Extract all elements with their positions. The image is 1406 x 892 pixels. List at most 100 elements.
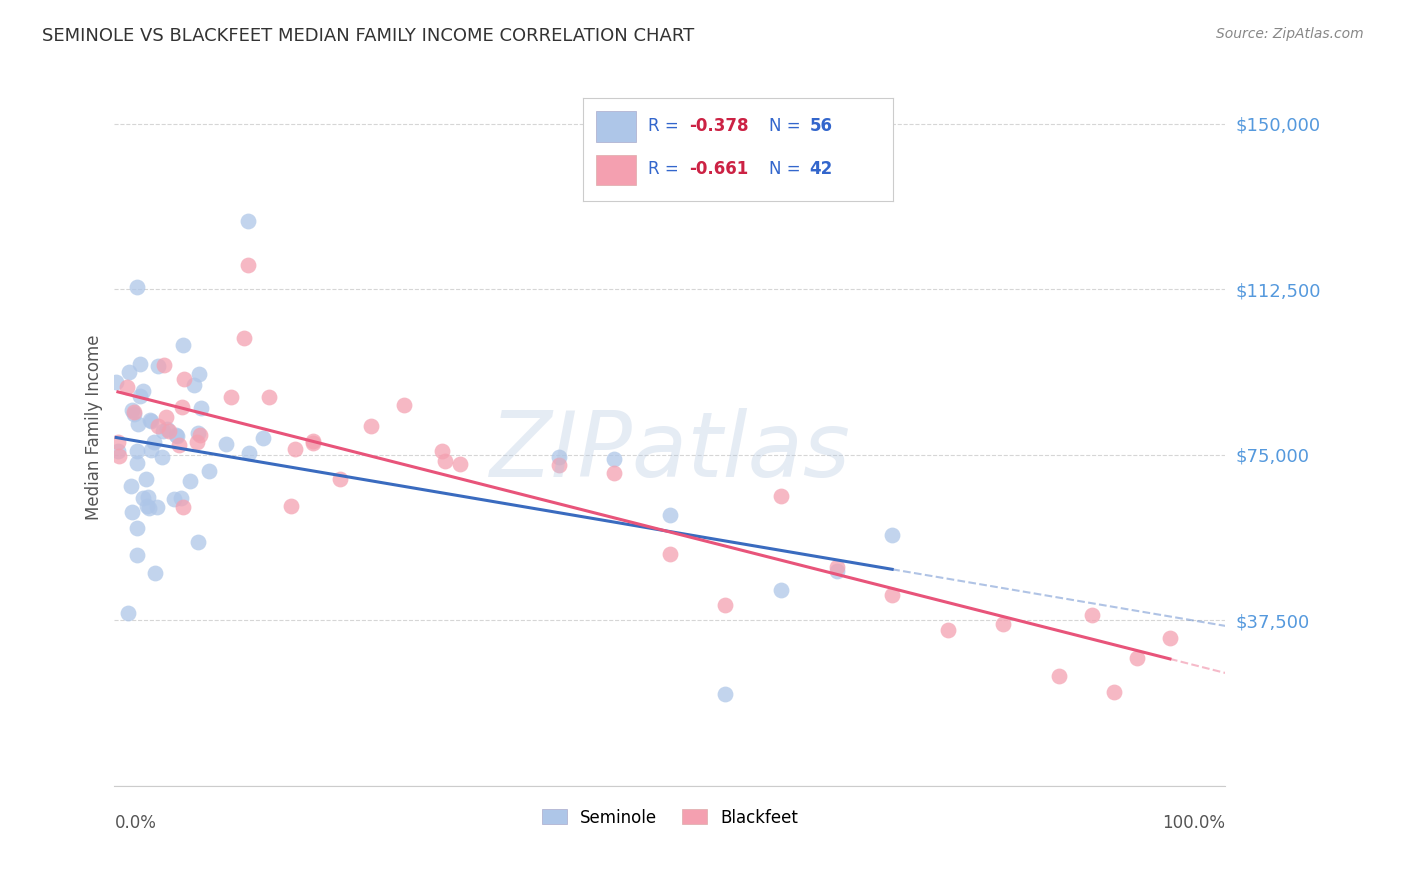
Point bbox=[107, 434, 129, 449]
Point bbox=[121, 403, 143, 417]
Point bbox=[236, 258, 259, 272]
Point bbox=[1159, 631, 1181, 645]
Point bbox=[658, 508, 681, 522]
Text: N =: N = bbox=[769, 161, 806, 178]
Point bbox=[449, 457, 471, 471]
Point bbox=[302, 434, 325, 449]
Point bbox=[131, 384, 153, 398]
Point bbox=[163, 492, 186, 507]
Point bbox=[187, 426, 209, 441]
Point bbox=[172, 500, 194, 514]
Point bbox=[232, 331, 254, 345]
Point bbox=[882, 528, 904, 542]
Point bbox=[430, 443, 453, 458]
Point bbox=[146, 500, 169, 514]
Point bbox=[219, 390, 242, 404]
Point bbox=[179, 474, 201, 488]
Point bbox=[146, 419, 169, 434]
Text: R =: R = bbox=[648, 161, 685, 178]
Point bbox=[107, 444, 129, 458]
Point bbox=[135, 499, 157, 513]
Point bbox=[155, 409, 177, 424]
Point bbox=[215, 437, 238, 451]
Point bbox=[153, 359, 176, 373]
Point bbox=[107, 450, 129, 464]
Point bbox=[547, 450, 569, 464]
Point bbox=[135, 472, 157, 486]
Point bbox=[138, 500, 160, 515]
Y-axis label: Median Family Income: Median Family Income bbox=[86, 334, 103, 520]
Point bbox=[236, 214, 259, 228]
Point bbox=[198, 464, 221, 478]
Point bbox=[170, 491, 193, 505]
Point bbox=[825, 564, 848, 578]
Text: 42: 42 bbox=[810, 161, 832, 178]
Text: Source: ZipAtlas.com: Source: ZipAtlas.com bbox=[1216, 27, 1364, 41]
Point bbox=[165, 428, 187, 442]
Text: N =: N = bbox=[769, 118, 806, 136]
Point bbox=[143, 566, 166, 580]
Point bbox=[1047, 669, 1070, 683]
Text: -0.661: -0.661 bbox=[689, 161, 748, 178]
Point bbox=[238, 445, 260, 459]
Point bbox=[139, 414, 162, 428]
Point bbox=[125, 456, 148, 470]
Point bbox=[122, 407, 145, 421]
Point bbox=[186, 435, 208, 450]
Point bbox=[658, 547, 681, 561]
Point bbox=[882, 588, 904, 602]
Point bbox=[302, 435, 325, 450]
Point bbox=[714, 598, 737, 612]
Point bbox=[392, 399, 415, 413]
Point bbox=[121, 505, 143, 519]
Point bbox=[166, 428, 188, 442]
Point bbox=[146, 359, 169, 374]
Point bbox=[770, 583, 793, 598]
Point bbox=[115, 380, 138, 394]
Point bbox=[173, 372, 195, 386]
Point bbox=[770, 489, 793, 503]
Point bbox=[825, 560, 848, 574]
Point bbox=[360, 418, 382, 433]
Point bbox=[188, 427, 211, 442]
Point bbox=[603, 452, 626, 467]
Point bbox=[190, 401, 212, 415]
Point bbox=[188, 368, 211, 382]
Text: 100.0%: 100.0% bbox=[1163, 814, 1226, 832]
Text: 56: 56 bbox=[810, 118, 832, 136]
Point bbox=[125, 521, 148, 535]
Point bbox=[142, 434, 165, 449]
Text: R =: R = bbox=[648, 118, 685, 136]
Point bbox=[128, 389, 150, 403]
Point bbox=[603, 467, 626, 481]
Text: 0.0%: 0.0% bbox=[114, 814, 156, 832]
Point bbox=[172, 337, 194, 351]
Text: ZIPatlas: ZIPatlas bbox=[489, 409, 851, 496]
Point bbox=[714, 687, 737, 701]
Point bbox=[141, 443, 163, 458]
Point bbox=[187, 534, 209, 549]
Point bbox=[138, 413, 160, 427]
Point bbox=[132, 491, 155, 506]
Point bbox=[152, 424, 174, 438]
Point bbox=[150, 450, 173, 464]
Point bbox=[117, 606, 139, 620]
Point bbox=[283, 442, 305, 456]
Point bbox=[1125, 651, 1147, 665]
Point bbox=[159, 425, 181, 439]
Point bbox=[183, 378, 205, 392]
Point bbox=[127, 444, 149, 458]
Point bbox=[993, 616, 1015, 631]
Point bbox=[167, 438, 190, 452]
Text: -0.378: -0.378 bbox=[689, 118, 748, 136]
Point bbox=[125, 548, 148, 562]
Point bbox=[1081, 607, 1104, 622]
Point bbox=[328, 472, 350, 486]
Point bbox=[547, 458, 569, 472]
Legend: Seminole, Blackfeet: Seminole, Blackfeet bbox=[533, 800, 807, 835]
Point bbox=[125, 280, 148, 294]
Bar bbox=[596, 112, 636, 142]
Point bbox=[122, 405, 145, 419]
Point bbox=[434, 454, 457, 468]
Point bbox=[136, 490, 159, 504]
